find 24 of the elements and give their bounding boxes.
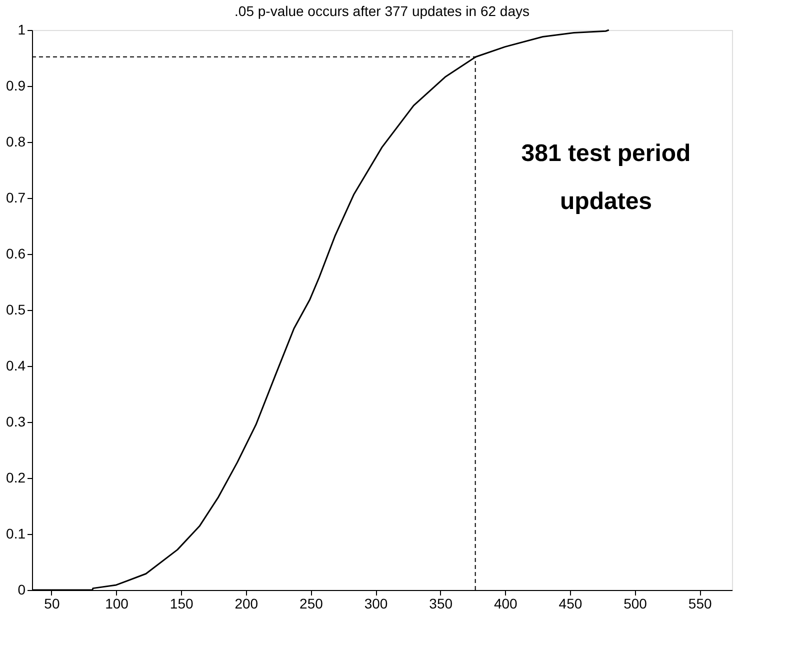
x-tick-label: 200 [234,596,258,612]
x-tick-label: 50 [44,596,60,612]
y-tick-label: 0.9 [6,78,26,94]
x-tick-label: 100 [105,596,129,612]
y-tick-label: 1 [18,22,26,38]
x-tick-label: 400 [494,596,518,612]
y-tick-label: 0.8 [6,134,26,150]
x-tick-label: 450 [558,596,582,612]
y-tick-label: 0 [18,582,26,598]
x-tick-label: 150 [170,596,194,612]
annotation: 381 test period updates [521,140,691,215]
y-tick-label: 0.4 [6,358,26,374]
y-tick-label: 0.6 [6,246,26,262]
x-tick-label: 250 [300,596,324,612]
y-tick-label: 0.3 [6,414,26,430]
x-tick-label: 350 [429,596,453,612]
x-tick-label: 300 [364,596,388,612]
x-tick-label: 500 [624,596,648,612]
y-tick-label: 0.1 [6,526,26,542]
x-tick-label: 550 [688,596,712,612]
y-tick-label: 0.2 [6,470,26,486]
chart-title: .05 p-value occurs after 377 updates in 62 days [234,3,530,19]
y-tick-label: 0.7 [6,190,26,206]
y-tick-label: 0.5 [6,302,26,318]
